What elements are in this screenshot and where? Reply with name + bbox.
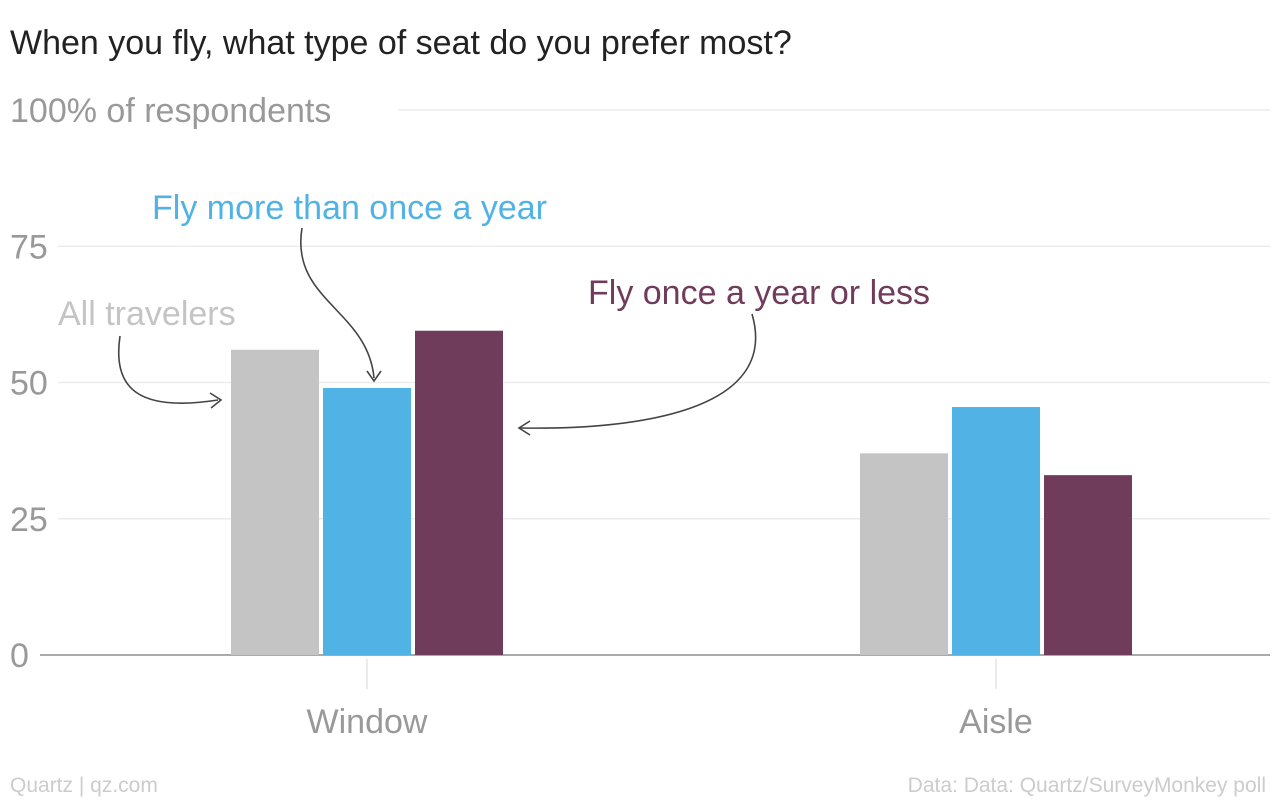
- annotation-arrow-all-travelers: [118, 335, 223, 409]
- y-tick-label: 25: [10, 501, 48, 539]
- x-axis-categories: Window Aisle: [307, 659, 1033, 741]
- footer-source-right: Data: Data: Quartz/SurveyMonkey poll: [908, 774, 1266, 797]
- annotation-arrow-fly-less: [517, 313, 757, 436]
- series-label-fly-more: Fly more than once a year: [152, 189, 547, 227]
- series-label-all-travelers: All travelers: [58, 295, 236, 333]
- bar-aisle-all-travelers: [860, 453, 948, 655]
- bar-window-fly-more-than-once: [323, 387, 411, 655]
- y-axis-ticks: 0 25 50 75 100% of respondents: [10, 92, 331, 675]
- annotation-arrow-fly-more: [299, 227, 382, 383]
- x-tick-label: Aisle: [959, 703, 1033, 741]
- series-label-fly-less: Fly once a year or less: [588, 274, 930, 312]
- x-tick-label: Window: [307, 703, 428, 741]
- bars: [231, 330, 1132, 655]
- bar-window-fly-once-or-less: [415, 330, 503, 655]
- bar-aisle-fly-more-than-once: [952, 407, 1040, 655]
- y-tick-label: 50: [10, 365, 48, 403]
- bar-aisle-fly-once-or-less: [1044, 475, 1132, 655]
- bar-window-all-travelers: [231, 349, 319, 655]
- footer-source-left: Quartz | qz.com: [10, 774, 158, 797]
- chart-title: When you fly, what type of seat do you p…: [10, 24, 792, 62]
- y-tick-label: 100% of respondents: [10, 92, 331, 130]
- y-tick-label: 0: [10, 637, 29, 675]
- y-tick-label: 75: [10, 228, 48, 266]
